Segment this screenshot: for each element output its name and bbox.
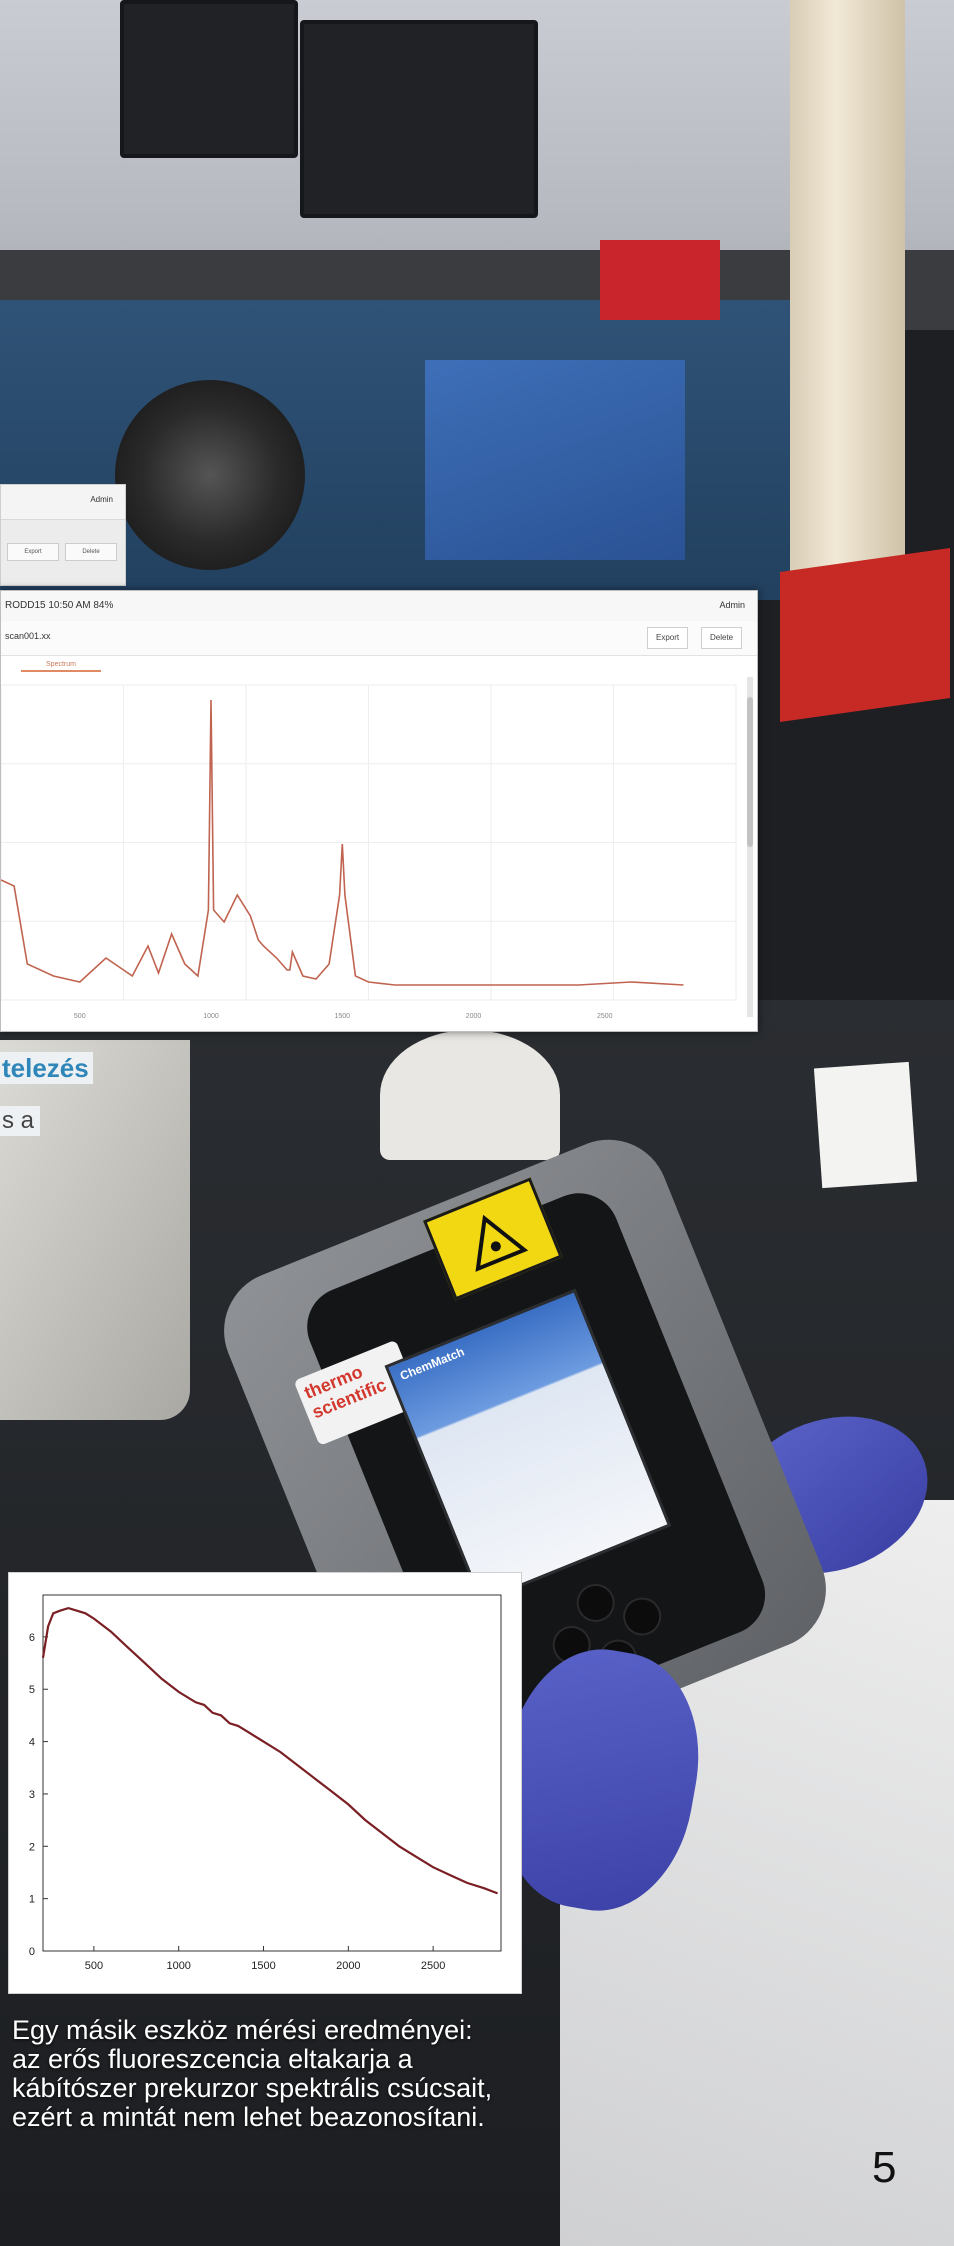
body-text-fragment: s a [0,1106,41,1136]
y-tick-label: 3 [29,1789,35,1801]
handheld-analyzer: thermo scientific ChemMatch [205,1121,845,1799]
y-tick-label: 2 [29,1841,35,1853]
paper-sheet [813,1061,918,1189]
y-tick-label: 0 [29,1946,35,1958]
software-window-back: Admin Export Delete [0,484,126,586]
red-bin [600,240,720,320]
export-button[interactable]: Export [647,627,689,649]
delete-button[interactable]: Delete [701,627,743,649]
y-tick-label: 4 [29,1737,35,1749]
status-line: RODD15 10:50 AM 84% [5,600,114,611]
caption-line: kábítószer prekurzor spektrális csúcsait… [12,2073,493,2103]
lab-pillar [790,0,905,620]
fluorescence-series-line [41,1606,498,1895]
back-delete-button[interactable]: Delete [65,543,117,561]
raman-spectrum-chart: 500 1000 1500 2000 2500 [1,684,737,1020]
fluorescence-chart-panel: 0 1 2 3 4 5 6 500 1000 1500 2000 2500 [8,1572,522,1994]
spectrum-series-line [1,699,684,986]
status-bar: RODD15 10:50 AM 84% Admin [1,591,757,622]
device-face: thermo scientific ChemMatch [293,1177,778,1741]
scrollbar[interactable] [747,677,753,1017]
x-tick-label: 2000 [466,1013,482,1020]
caption-line: ezért a mintát nem lehet beazonosítani. [12,2102,485,2132]
file-name: scan001.xx [5,631,51,641]
back-export-button[interactable]: Export [7,543,59,561]
monitor-left [120,0,298,158]
x-tick-label: 2000 [336,1960,360,1972]
x-tick-label: 1000 [166,1960,190,1972]
x-tick-label: 2500 [421,1960,445,1972]
section-heading-fragment: telezés [0,1052,93,1084]
x-tick-label: 500 [74,1013,86,1020]
file-bar: scan001.xx Export Delete [1,621,757,656]
fluorescence-spectrum-chart: 0 1 2 3 4 5 6 500 1000 1500 2000 2500 [29,1594,502,1972]
y-tick-label: 6 [29,1632,35,1644]
caption-line: az erős fluoreszcencia eltakarja a [12,2044,413,2074]
key-up [570,1578,621,1628]
blue-box [425,360,685,560]
red-bin-right [780,548,950,722]
tab-spectrum[interactable]: Spectrum [21,661,101,672]
x-tick-label: 1000 [203,1013,219,1020]
laser-warning-icon [422,1177,563,1301]
x-tick-label: 2500 [597,1013,613,1020]
device-screen-title: ChemMatch [398,1344,467,1383]
white-fan [380,1030,560,1160]
left-instrument [0,1040,190,1420]
plot-frame [42,1594,502,1952]
device-screen: ChemMatch [384,1288,672,1604]
figure-caption: Egy másik eszköz mérési eredményei: az e… [12,2016,552,2132]
page-number: 5 [872,2143,897,2192]
back-user: Admin [90,495,113,504]
x-tick-label: 1500 [334,1013,350,1020]
caption-line: Egy másik eszköz mérési eredményei: [12,2015,473,2045]
x-tick-label: 500 [85,1960,103,1972]
user-menu[interactable]: Admin [719,600,745,610]
software-window: RODD15 10:50 AM 84% Admin scan001.xx Exp… [0,590,758,1032]
desk-fan [115,380,305,570]
key-right [617,1591,667,1642]
y-tick-label: 1 [29,1894,35,1906]
x-tick-label: 1500 [251,1960,275,1972]
y-tick-label: 5 [29,1684,35,1696]
monitor-right [300,20,538,218]
